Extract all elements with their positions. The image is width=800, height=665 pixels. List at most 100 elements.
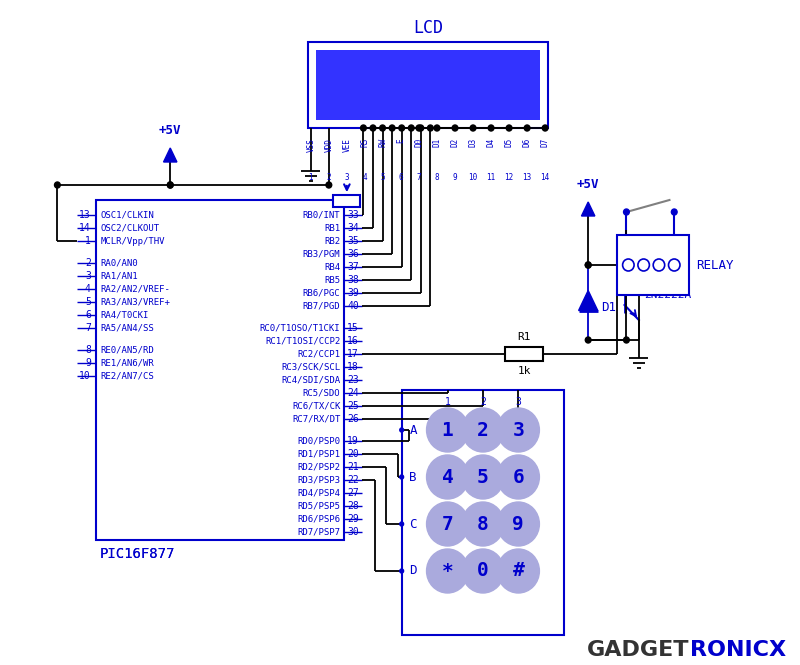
Circle shape [418, 125, 424, 131]
Text: 4: 4 [85, 284, 91, 294]
Text: 30: 30 [347, 527, 359, 537]
Text: 15: 15 [347, 323, 359, 333]
Text: 2: 2 [480, 397, 486, 407]
Text: RC7/RX/DT: RC7/RX/DT [292, 414, 341, 424]
Circle shape [498, 455, 539, 499]
Text: RC5/SDO: RC5/SDO [303, 388, 341, 398]
Circle shape [498, 408, 539, 452]
Text: 1: 1 [85, 236, 91, 246]
Circle shape [426, 549, 469, 593]
Text: 18: 18 [347, 362, 359, 372]
Text: 4: 4 [442, 467, 454, 487]
Text: RB3/PGM: RB3/PGM [303, 249, 341, 259]
Text: 17: 17 [347, 349, 359, 359]
Text: D4: D4 [486, 138, 495, 147]
Text: RD3/PSP3: RD3/PSP3 [298, 475, 341, 485]
Text: RONICX: RONICX [690, 640, 786, 660]
Circle shape [370, 125, 376, 131]
Text: 34: 34 [347, 223, 359, 233]
Circle shape [542, 125, 548, 131]
Circle shape [488, 125, 494, 131]
Text: 24: 24 [347, 388, 359, 398]
Text: 14: 14 [79, 223, 91, 233]
Text: 5: 5 [85, 297, 91, 307]
Text: 6: 6 [513, 467, 524, 487]
Text: R1: R1 [518, 332, 531, 342]
Text: D2: D2 [450, 138, 459, 147]
Text: 16: 16 [347, 336, 359, 346]
Circle shape [452, 125, 458, 131]
Text: 20: 20 [347, 449, 359, 459]
Text: 1: 1 [445, 397, 450, 407]
Text: 12: 12 [505, 173, 514, 182]
Circle shape [400, 522, 403, 526]
Circle shape [400, 428, 403, 432]
Text: RD6/PSP6: RD6/PSP6 [298, 515, 341, 523]
Circle shape [426, 502, 469, 546]
Circle shape [623, 337, 630, 343]
Text: RA3/AN3/VREF+: RA3/AN3/VREF+ [101, 297, 170, 307]
Circle shape [498, 549, 539, 593]
Text: +5V: +5V [159, 124, 182, 136]
Text: 3: 3 [85, 271, 91, 281]
Circle shape [426, 408, 469, 452]
Text: RC4/SDI/SDA: RC4/SDI/SDA [282, 376, 341, 384]
Text: D1: D1 [602, 301, 617, 314]
Text: RD5/PSP5: RD5/PSP5 [298, 501, 341, 511]
Text: 1: 1 [442, 420, 454, 440]
Polygon shape [578, 291, 598, 311]
Text: RA0/AN0: RA0/AN0 [101, 259, 138, 267]
Text: 21: 21 [347, 462, 359, 472]
Text: #: # [513, 561, 524, 581]
Circle shape [586, 337, 591, 343]
Circle shape [671, 209, 677, 215]
Text: 8: 8 [477, 515, 489, 533]
Text: 7: 7 [442, 515, 454, 533]
Circle shape [416, 125, 422, 131]
Text: RD4/PSP4: RD4/PSP4 [298, 489, 341, 497]
Circle shape [434, 125, 440, 131]
Text: E: E [397, 138, 406, 142]
Circle shape [524, 125, 530, 131]
Text: D: D [410, 565, 417, 577]
Circle shape [470, 125, 476, 131]
Bar [505, 347, 543, 361]
Text: RB5: RB5 [324, 275, 341, 285]
Text: 22: 22 [347, 475, 359, 485]
Text: 29: 29 [347, 514, 359, 524]
Text: 19: 19 [347, 436, 359, 446]
Circle shape [462, 408, 504, 452]
Text: RB4: RB4 [324, 263, 341, 271]
Text: 10: 10 [469, 173, 478, 182]
Circle shape [408, 125, 414, 131]
Circle shape [54, 182, 60, 188]
Text: PIC16F877: PIC16F877 [99, 547, 175, 561]
Text: VDD: VDD [324, 138, 334, 152]
Text: 39: 39 [347, 288, 359, 298]
Polygon shape [582, 202, 595, 216]
Circle shape [361, 125, 366, 131]
Bar [96, 200, 344, 540]
Text: 7: 7 [85, 323, 91, 333]
Text: RB1: RB1 [324, 223, 341, 233]
Text: PIC16F877: PIC16F877 [99, 547, 175, 561]
Text: RA4/T0CKI: RA4/T0CKI [101, 311, 149, 319]
Text: RC2/CCP1: RC2/CCP1 [298, 350, 341, 358]
Text: 9: 9 [513, 515, 524, 533]
Text: RA5/AN4/SS: RA5/AN4/SS [101, 323, 154, 332]
Circle shape [586, 262, 591, 268]
Text: 2N2222A: 2N2222A [644, 290, 691, 300]
Text: MCLR/Vpp/THV: MCLR/Vpp/THV [101, 237, 165, 245]
Text: 27: 27 [347, 488, 359, 498]
Text: 7: 7 [417, 173, 422, 182]
Bar [334, 195, 360, 207]
Circle shape [462, 455, 504, 499]
Bar [316, 50, 540, 120]
Circle shape [427, 125, 434, 131]
Text: *: * [442, 561, 454, 581]
Text: 38: 38 [347, 275, 359, 285]
Text: 6: 6 [85, 310, 91, 320]
Text: RB6/PGC: RB6/PGC [303, 289, 341, 297]
Bar [308, 42, 548, 128]
Circle shape [623, 209, 630, 215]
